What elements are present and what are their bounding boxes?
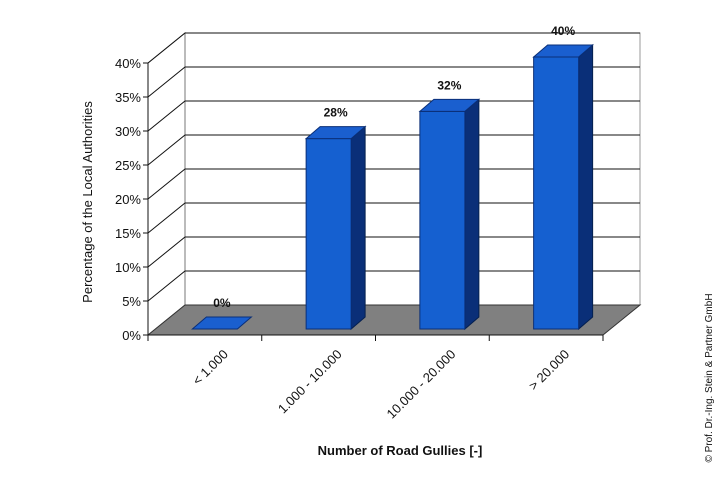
bars — [191, 43, 594, 331]
gridline — [147, 134, 640, 166]
y-tick-labels: 0% 5% 10% 15% 20% 25% 30% 35% 40% — [115, 56, 141, 343]
y-tick-label: 0% — [122, 328, 141, 343]
gridline — [147, 270, 640, 302]
y-tick-label: 10% — [115, 260, 141, 275]
bar-top — [532, 44, 594, 58]
x-tick-label: > 20.000 — [526, 347, 573, 394]
bar-side — [464, 98, 480, 331]
data-label: 40% — [551, 24, 575, 38]
bar-front — [305, 138, 352, 330]
data-label: 0% — [213, 296, 231, 310]
data-label: 32% — [437, 78, 461, 92]
y-tick-label: 30% — [115, 124, 141, 139]
gridline — [147, 168, 640, 200]
x-axis-title: Number of Road Gullies [-] — [318, 443, 483, 458]
y-tick-label: 15% — [115, 226, 141, 241]
gridline — [147, 202, 640, 234]
y-tick-label: 35% — [115, 90, 141, 105]
y-axis-title: Percentage of the Local Authorities — [80, 101, 95, 303]
bar-front — [419, 110, 466, 330]
bar-side — [578, 43, 594, 331]
gridlines — [143, 32, 640, 341]
bar-front — [533, 56, 580, 330]
y-tick-label: 25% — [115, 158, 141, 173]
bar — [418, 98, 481, 331]
bar — [191, 316, 253, 330]
bar-top — [304, 126, 367, 140]
bar-top — [191, 316, 253, 330]
bar-top — [418, 98, 481, 112]
gridline — [147, 32, 640, 64]
data-label: 28% — [324, 106, 348, 120]
data-labels: 0% 28% 32% 40% — [213, 24, 575, 310]
x-tick-label: 10.000 - 20.000 — [383, 347, 458, 422]
y-tick-label: 40% — [115, 56, 141, 71]
gridline — [147, 100, 640, 132]
x-tick-labels: < 1.000 1.000 - 10.000 10.000 - 20.000 > 20… — [189, 347, 572, 422]
bar — [532, 43, 594, 331]
bar — [304, 125, 367, 331]
gridline — [147, 66, 640, 98]
x-tick-label: < 1.000 — [189, 347, 231, 389]
y-tick-label: 20% — [115, 192, 141, 207]
bar-side — [350, 125, 366, 331]
copyright-notice: © Prof. Dr.-Ing. Stein & Partner GmbH — [704, 293, 715, 462]
x-tick-label: 1.000 - 10.000 — [275, 347, 345, 417]
gridline — [147, 236, 640, 268]
y-tick-label: 5% — [122, 294, 141, 309]
